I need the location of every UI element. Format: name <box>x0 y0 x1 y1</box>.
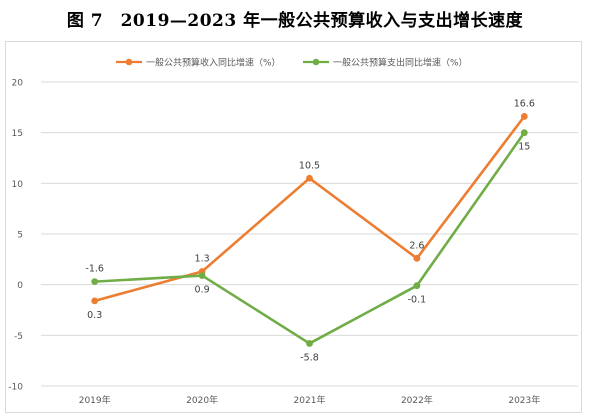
series-line-0 <box>93 115 526 303</box>
data-label: 1.3 <box>195 253 210 264</box>
legend-label-0: 一般公共预算收入同比增速（%） <box>146 57 281 69</box>
data-label: -0.1 <box>408 295 427 306</box>
data-point <box>520 113 528 120</box>
data-label: 2.6 <box>409 240 424 251</box>
chart-legend: 一般公共预算收入同比增速（%） 一般公共预算支出同比增速（%） <box>116 57 468 69</box>
data-label: 10.5 <box>299 160 320 171</box>
x-tick-label: 2019年 <box>79 394 111 406</box>
data-label: -1.6 <box>85 264 104 275</box>
data-point <box>91 278 99 286</box>
data-label: 15 <box>518 142 530 153</box>
data-point <box>198 272 206 279</box>
x-tick-label: 2023年 <box>508 394 540 406</box>
data-point <box>306 340 313 347</box>
y-tick-label: 10 <box>12 180 24 190</box>
y-tick-label: 20 <box>12 79 24 89</box>
data-label: 0.3 <box>87 310 102 321</box>
x-tick-label: 2022年 <box>401 394 433 406</box>
data-point <box>413 254 421 262</box>
legend-label-1: 一般公共预算支出同比增速（%） <box>333 57 468 69</box>
legend-marker-0 <box>125 58 133 66</box>
y-tick-label: -5 <box>14 332 23 342</box>
legend-marker-1 <box>312 58 320 66</box>
data-point <box>520 129 528 137</box>
y-axis: -10 -5 0 5 10 15 20 <box>8 79 23 393</box>
data-point <box>306 174 313 182</box>
x-tick-label: 2020年 <box>186 394 218 406</box>
figure-title: 图 7 2019—2023 年一般公共预算收入与支出增长速度 <box>66 11 524 31</box>
y-tick-label: 15 <box>12 129 23 139</box>
x-axis: 2019年 2020年 2021年 2022年 2023年 <box>79 394 541 406</box>
x-tick-label: 2021年 <box>294 394 326 406</box>
chart-series <box>91 113 528 347</box>
y-tick-label: 0 <box>17 281 23 291</box>
data-point <box>91 297 99 305</box>
y-tick-label: 5 <box>17 231 23 241</box>
grid-lines <box>41 81 578 387</box>
data-label: 16.6 <box>514 98 535 109</box>
chart-frame: 一般公共预算收入同比增速（%） 一般公共预算支出同比增速（%） -10 -5 0 5 10… <box>5 41 582 413</box>
y-tick-label: -10 <box>8 383 23 393</box>
data-label: -5.8 <box>300 352 319 363</box>
line-chart: 一般公共预算收入同比增速（%） 一般公共预算支出同比增速（%） -10 -5 0 5 10… <box>8 57 578 406</box>
data-point <box>413 282 421 290</box>
data-labels: 0.3 1.3 10.5 2.6 16.6 -1.6 0.9 -5.8 -0.1 15 <box>85 98 534 363</box>
data-label: 0.9 <box>195 285 210 296</box>
